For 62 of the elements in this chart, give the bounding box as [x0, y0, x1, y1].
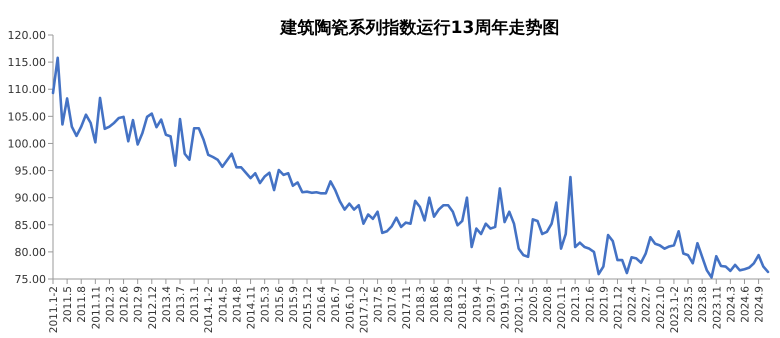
x-tick-label: 2017.5 — [372, 286, 385, 323]
x-tick-label: 2024.6 — [739, 286, 752, 323]
x-tick-label: 2022.10 — [654, 286, 667, 330]
x-tick-label: 2011.5 — [62, 286, 74, 323]
x-tick-label: 2013.1 — [189, 286, 202, 323]
x-tick-label: 2015.6 — [274, 286, 286, 323]
x-tick-label: 2016.7 — [330, 286, 342, 323]
x-tick-label: 2021.12 — [612, 286, 624, 330]
x-tick-label: 2014.8 — [231, 286, 244, 323]
x-tick-label: 2016.10 — [344, 286, 356, 330]
x-tick-label: 2020.5 — [528, 286, 540, 323]
x-tick-label: 2013.4 — [160, 286, 173, 323]
x-tick-label: 2023.1-2 — [668, 286, 681, 334]
x-tick-label: 2024.9 — [754, 286, 766, 323]
x-tick-label: 2017.1-2 — [358, 286, 370, 334]
x-tick-label: 2015.3 — [260, 286, 272, 323]
x-tick-label: 2020.8 — [542, 286, 554, 323]
x-tick-label: 2018.9 — [443, 286, 456, 323]
y-tick-label: 100.00 — [8, 137, 46, 150]
y-tick-label: 75.00 — [14, 273, 46, 286]
x-tick-label: 2014.1-2 — [203, 286, 216, 334]
x-tick-label: 2016.4 — [316, 286, 328, 323]
x-tick-label: 2023.8 — [697, 286, 710, 323]
x-tick-label: 2012.3 — [104, 286, 116, 323]
x-tick-label: 2017.8 — [386, 286, 399, 323]
x-tick-label: 2021.9 — [598, 286, 610, 323]
y-tick-label: 110.00 — [8, 83, 46, 96]
y-tick-label: 120.00 — [8, 29, 46, 42]
x-tick-label: 2012.9 — [132, 286, 145, 323]
x-tick-label: 2022.4 — [626, 286, 639, 323]
x-tick-label: 2023.11 — [711, 286, 724, 330]
y-tick-label: 105.00 — [8, 110, 46, 124]
x-tick-label: 2024.3 — [725, 286, 738, 323]
x-tick-label: 2019.7 — [485, 286, 498, 323]
x-tick-label: 2022.7 — [640, 286, 653, 323]
x-tick-label: 2011.1-2 — [48, 286, 60, 334]
y-tick-label: 95.00 — [14, 164, 46, 178]
x-tick-label: 2020.1-2 — [514, 286, 526, 334]
x-tick-label: 2018.6 — [429, 286, 442, 323]
x-tick-label: 2014.5 — [217, 286, 230, 323]
x-tick-label: 2012.12 — [146, 286, 159, 330]
x-tick-label: 2021.3 — [570, 286, 582, 323]
x-tick-label: 2018.12 — [457, 286, 470, 330]
x-tick-label: 2020.11 — [556, 286, 568, 330]
x-tick-label: 2019.10 — [500, 286, 512, 330]
y-tick-label: 115.00 — [8, 56, 46, 70]
x-tick-label: 2011.11 — [90, 286, 102, 330]
x-tick-label: 2019.4 — [471, 286, 484, 323]
x-tick-label: 2014.11 — [246, 286, 258, 330]
x-tick-label: 2015.9 — [288, 286, 300, 323]
y-tick-label: 80.00 — [14, 246, 46, 259]
x-tick-label: 2015.12 — [302, 286, 314, 330]
x-tick-label: 2018.3 — [414, 286, 427, 323]
y-tick-label: 85.00 — [14, 218, 46, 232]
y-tick-label: 90.00 — [14, 192, 46, 205]
x-tick-label: 2013.7 — [175, 286, 188, 323]
x-tick-label: 2023.5 — [683, 286, 696, 323]
chart-title: 建筑陶瓷系列指数运行13周年走势图 — [278, 18, 560, 38]
x-tick-label: 2012.6 — [118, 286, 131, 323]
x-tick-label: 2011.8 — [76, 286, 88, 323]
x-tick-label: 2021.6 — [584, 286, 596, 323]
x-tick-label: 2017.11 — [400, 286, 413, 330]
